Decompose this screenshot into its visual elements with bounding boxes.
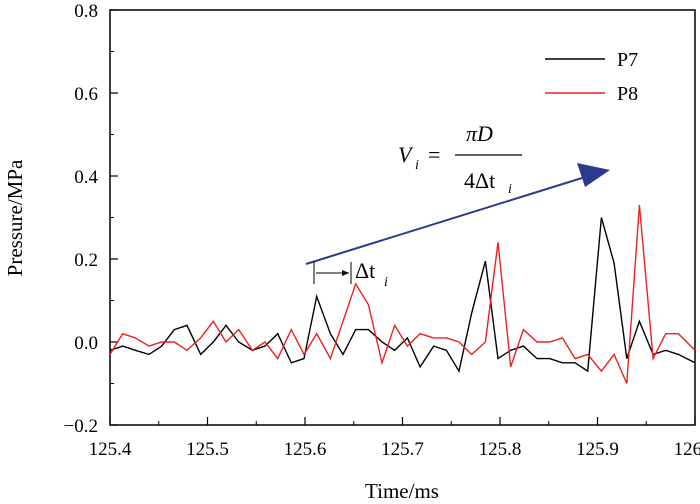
delta-t-sub: i xyxy=(384,275,388,290)
x-tick-label: 125.4 xyxy=(89,439,132,460)
x-tick-label: 125.5 xyxy=(186,439,229,460)
propagation-arrow-head xyxy=(577,163,610,187)
series-line-p8 xyxy=(109,204,696,384)
y-tick-label: 0.6 xyxy=(74,84,98,105)
formula-lhs: V xyxy=(398,142,414,167)
y-tick-label: −0.2 xyxy=(64,416,98,437)
y-axis-title: Pressure/MPa xyxy=(3,159,27,276)
propagation-arrow-shaft xyxy=(305,177,583,265)
formula-equals: = xyxy=(428,142,440,167)
y-tick-label: 0.8 xyxy=(74,1,98,22)
x-tick-label: 125.6 xyxy=(284,439,327,460)
legend-label-p8: P8 xyxy=(617,83,638,105)
series-line-p7 xyxy=(109,217,696,373)
delta-t-label: Δt xyxy=(355,258,375,283)
velocity-formula: V i = πD 4Δt i xyxy=(398,121,522,197)
series-layer xyxy=(109,204,696,384)
formula-numerator: πD xyxy=(466,121,493,146)
x-tick-label: 125.7 xyxy=(381,439,424,460)
y-tick-label: 0.2 xyxy=(74,250,98,271)
propagation-arrow xyxy=(305,163,610,265)
x-tick-label: 125.8 xyxy=(479,439,522,460)
x-axis-title: Time/ms xyxy=(365,479,439,503)
formula-denominator-sub: i xyxy=(508,182,512,197)
x-tick-label: 126.0 xyxy=(674,439,700,460)
y-axis-ticks: −0.2 0.0 0.2 0.4 0.6 0.8 xyxy=(64,1,118,437)
legend: P7 P8 xyxy=(545,49,638,105)
y-tick-label: 0.4 xyxy=(74,167,98,188)
formula-denominator: 4Δt xyxy=(464,168,495,193)
x-axis-ticks: 125.4 125.5 125.6 125.7 125.8 125.9 126.0 xyxy=(89,417,700,460)
legend-label-p7: P7 xyxy=(617,49,638,71)
formula-lhs-sub: i xyxy=(415,158,419,173)
delta-t-arrowhead xyxy=(342,270,349,276)
y-tick-label: 0.0 xyxy=(74,333,98,354)
x-tick-label: 125.9 xyxy=(576,439,619,460)
delta-t-marker: Δt i xyxy=(313,258,388,290)
